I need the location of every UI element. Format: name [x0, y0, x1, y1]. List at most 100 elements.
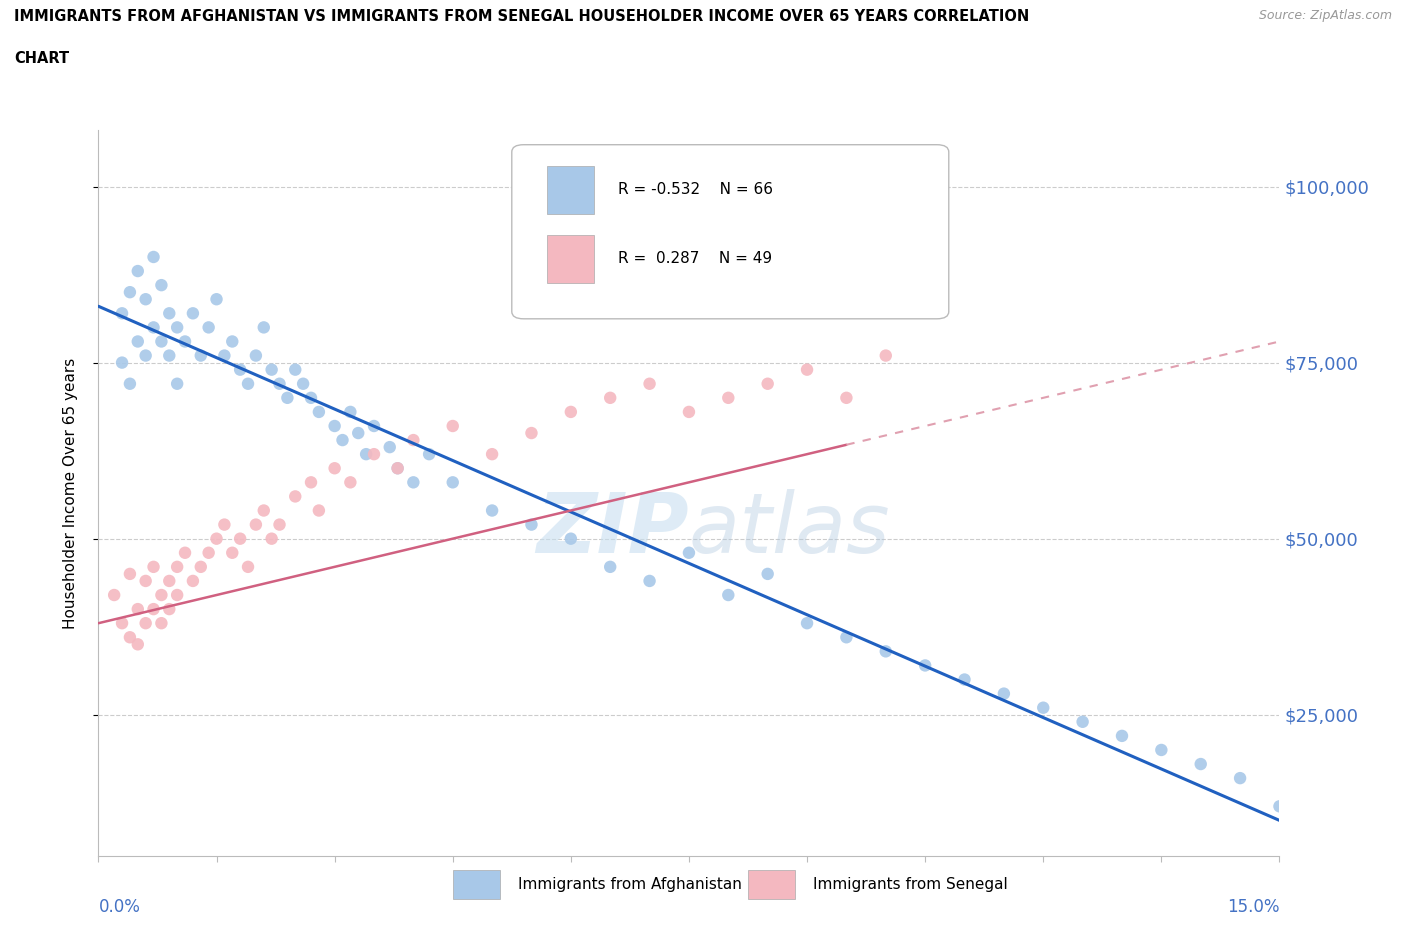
Point [292, 377, 315, 392]
Point [418, 446, 440, 461]
Point [441, 418, 464, 433]
Point [599, 560, 621, 575]
Point [387, 460, 409, 475]
Point [756, 566, 779, 581]
FancyBboxPatch shape [547, 166, 595, 214]
Point [638, 574, 661, 589]
Point [953, 672, 976, 687]
Point [402, 432, 425, 447]
Point [717, 588, 740, 603]
Point [339, 405, 361, 419]
Point [166, 377, 188, 392]
Point [796, 362, 818, 377]
Point [253, 320, 276, 335]
Point [560, 405, 582, 419]
Point [214, 348, 236, 363]
Point [181, 306, 204, 321]
Y-axis label: Householder Income Over 65 years: Householder Income Over 65 years [63, 357, 77, 629]
Point [796, 616, 818, 631]
Point [127, 263, 149, 278]
Text: 0.0%: 0.0% [98, 897, 141, 916]
Point [118, 377, 141, 392]
Point [197, 545, 219, 560]
Point [835, 630, 858, 644]
Point [363, 446, 385, 461]
Text: R =  0.287    N = 49: R = 0.287 N = 49 [619, 251, 772, 266]
Point [174, 334, 197, 349]
Point [174, 545, 197, 560]
Point [150, 588, 173, 603]
Point [245, 348, 267, 363]
Point [127, 602, 149, 617]
Point [1032, 700, 1054, 715]
Point [308, 503, 330, 518]
Point [236, 560, 259, 575]
Point [347, 426, 370, 441]
FancyBboxPatch shape [547, 235, 595, 283]
Point [127, 637, 149, 652]
Point [221, 334, 243, 349]
Point [1229, 771, 1251, 786]
Point [111, 355, 134, 370]
Point [1111, 728, 1133, 743]
Point [221, 545, 243, 560]
Point [387, 460, 409, 475]
Point [284, 489, 307, 504]
Point [299, 391, 322, 405]
Point [269, 377, 291, 392]
Point [127, 334, 149, 349]
Point [157, 348, 180, 363]
Point [520, 426, 543, 441]
Point [142, 249, 165, 264]
Point [103, 588, 125, 603]
Text: Immigrants from Afghanistan: Immigrants from Afghanistan [517, 877, 741, 892]
Point [339, 475, 361, 490]
Point [323, 418, 346, 433]
Point [205, 292, 228, 307]
Point [599, 391, 621, 405]
Text: R = -0.532    N = 66: R = -0.532 N = 66 [619, 182, 773, 197]
Point [229, 362, 252, 377]
Point [229, 531, 252, 546]
Point [135, 348, 157, 363]
Text: CHART: CHART [14, 51, 69, 66]
Point [214, 517, 236, 532]
Point [197, 320, 219, 335]
Point [378, 440, 401, 455]
Point [481, 446, 503, 461]
Point [560, 531, 582, 546]
Point [118, 566, 141, 581]
Point [269, 517, 291, 532]
Point [253, 503, 276, 518]
Point [190, 560, 212, 575]
Text: atlas: atlas [689, 488, 890, 570]
Point [111, 616, 134, 631]
Point [678, 405, 700, 419]
Point [236, 377, 259, 392]
Point [260, 531, 283, 546]
Point [1150, 742, 1173, 757]
Point [993, 686, 1015, 701]
Point [308, 405, 330, 419]
Point [332, 432, 354, 447]
Text: Immigrants from Senegal: Immigrants from Senegal [813, 877, 1008, 892]
Point [166, 560, 188, 575]
Point [157, 574, 180, 589]
Point [190, 348, 212, 363]
Point [142, 560, 165, 575]
Point [363, 418, 385, 433]
Point [157, 306, 180, 321]
FancyBboxPatch shape [748, 870, 796, 899]
Point [354, 446, 377, 461]
Point [1189, 757, 1212, 772]
Point [323, 460, 346, 475]
Point [111, 306, 134, 321]
Point [481, 503, 503, 518]
Point [157, 602, 180, 617]
Point [299, 475, 322, 490]
Point [835, 391, 858, 405]
Point [914, 658, 936, 673]
Point [402, 475, 425, 490]
Point [142, 320, 165, 335]
Point [284, 362, 307, 377]
